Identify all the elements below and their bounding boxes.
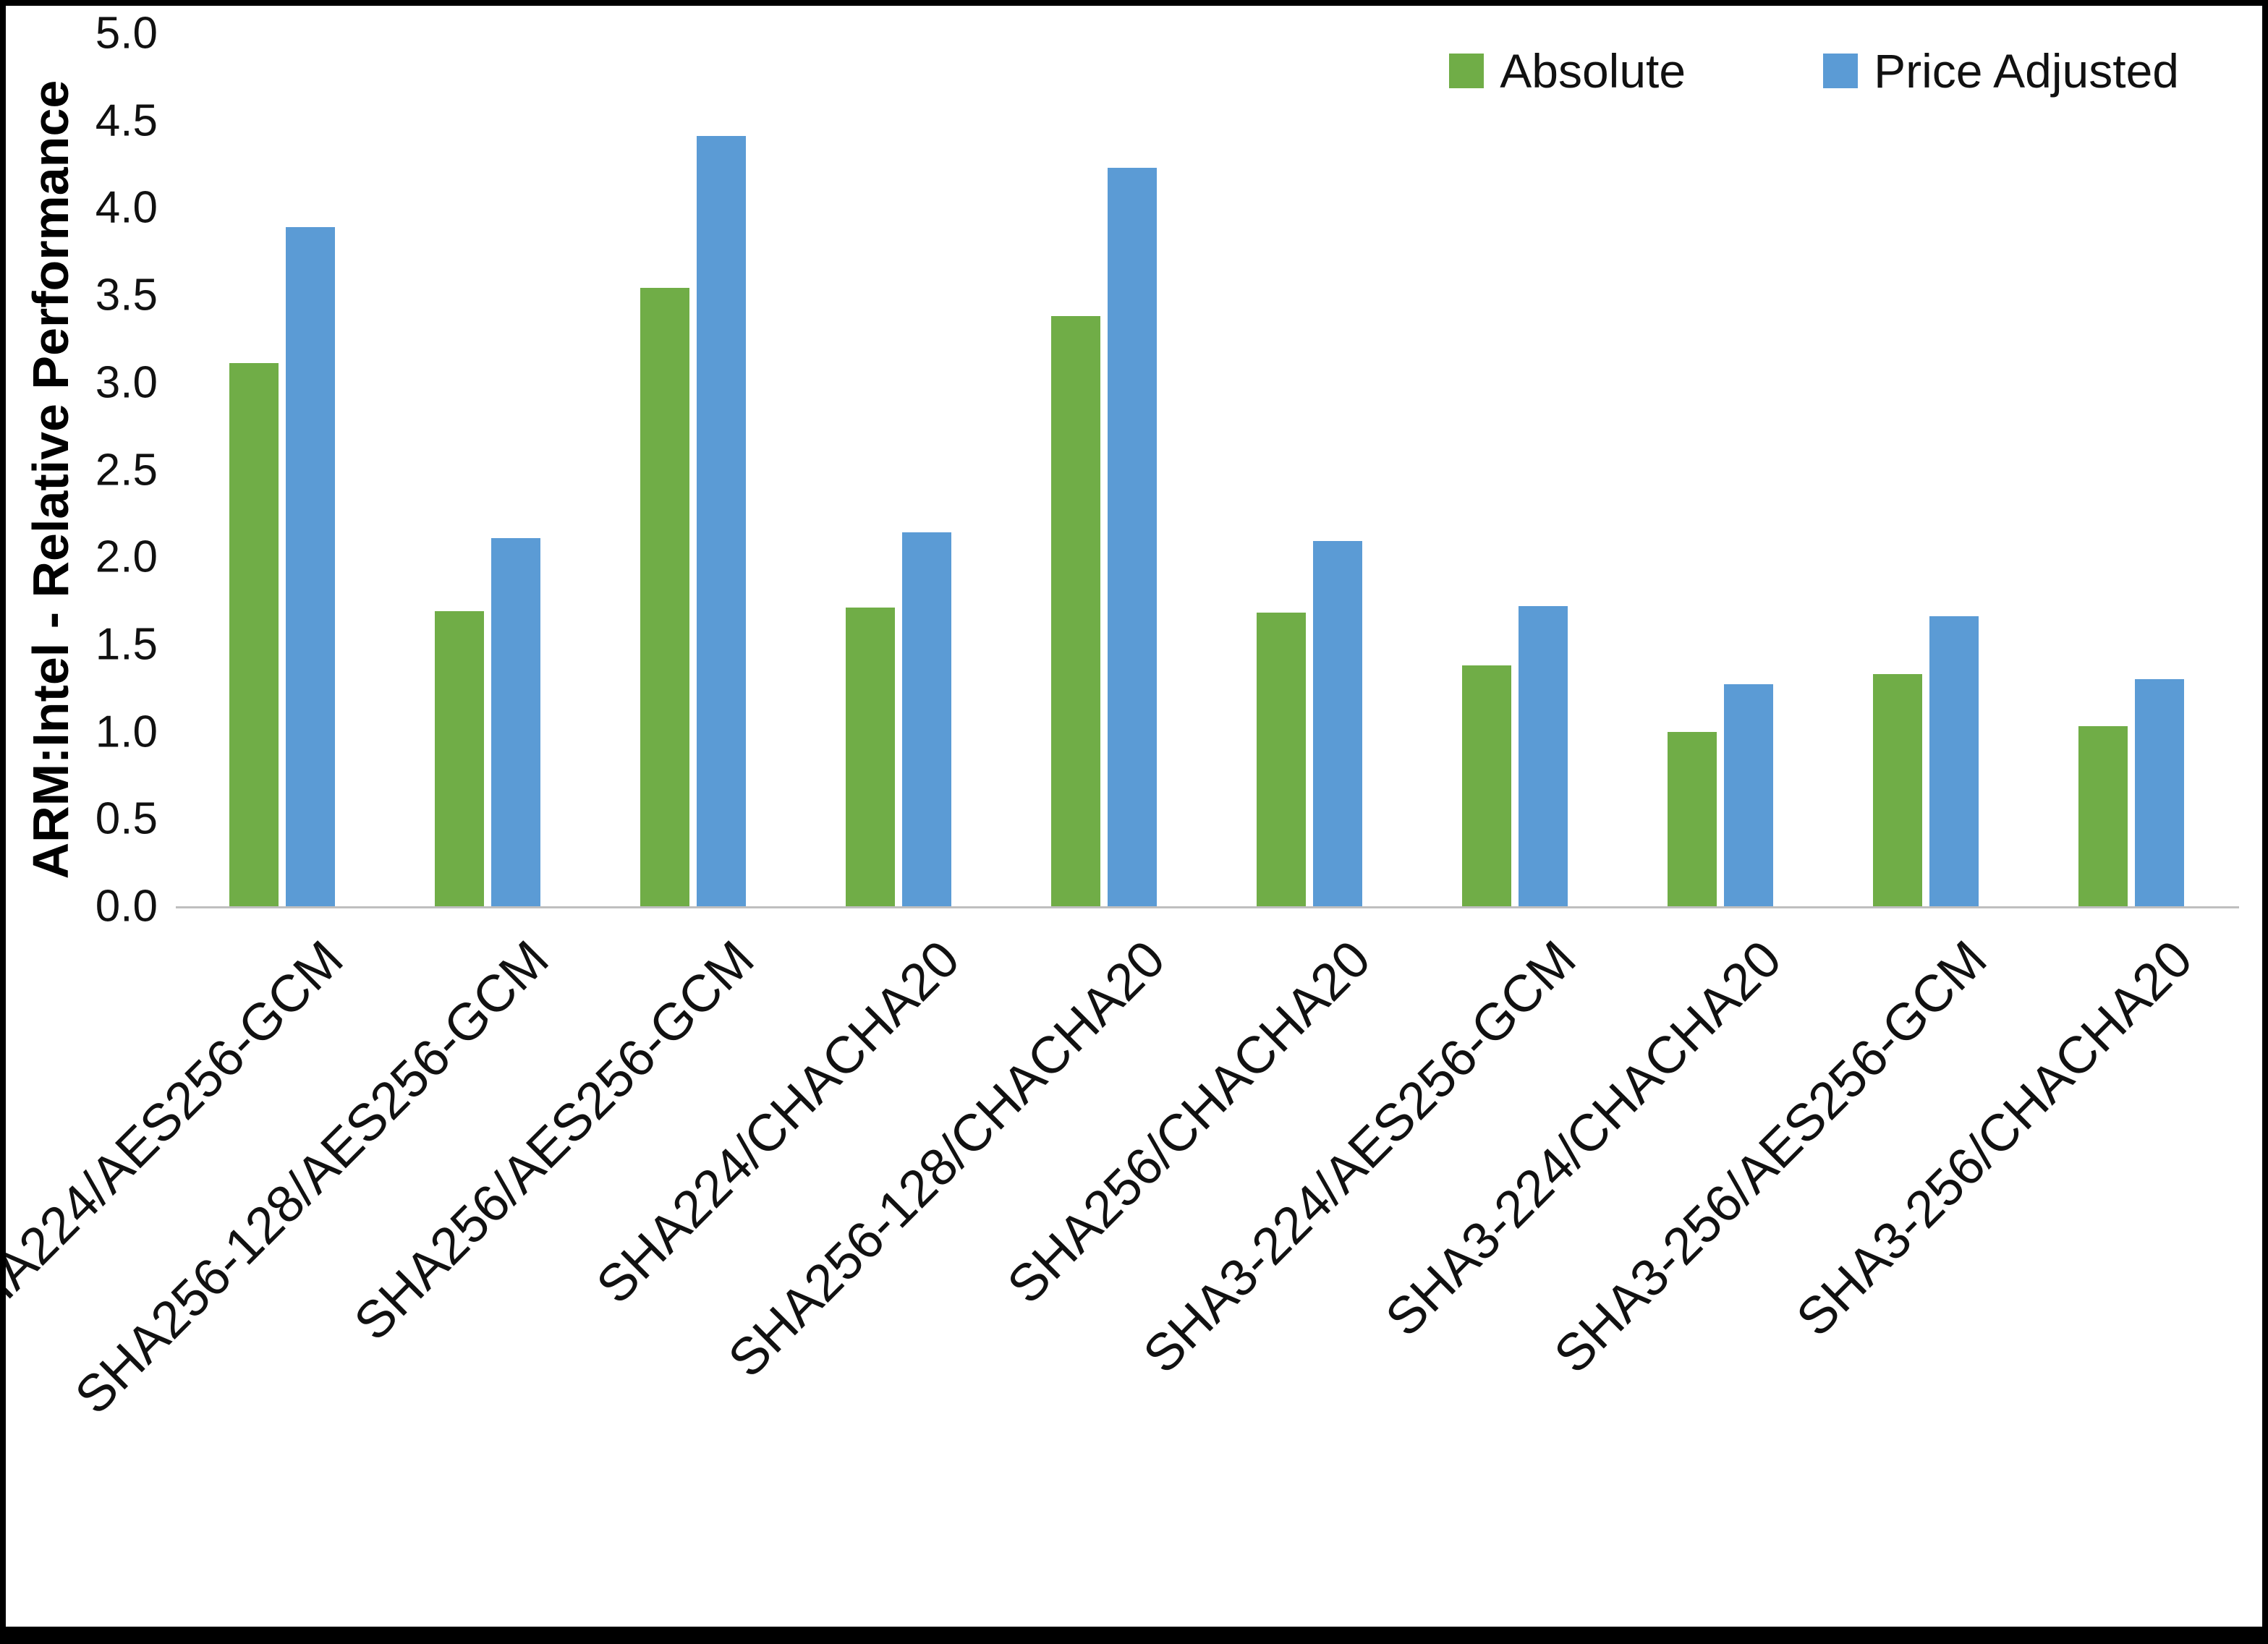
y-tick-label: 2.5 — [95, 445, 158, 495]
bar-absolute — [1668, 731, 1717, 906]
legend-item-absolute: Absolute — [1449, 43, 1686, 98]
bar-absolute — [1873, 673, 1922, 906]
legend-label-price-adjusted: Price Adjusted — [1874, 44, 2179, 98]
bar-price-adjusted — [902, 532, 951, 906]
bar-price-adjusted — [1724, 684, 1773, 906]
y-tick-label: 1.0 — [95, 707, 158, 757]
y-tick-label: 0.5 — [95, 793, 158, 844]
bar-price-adjusted — [1108, 167, 1157, 906]
y-tick-label: 4.0 — [95, 182, 158, 233]
x-category-label: SHA224/CHACHA20 — [585, 929, 971, 1315]
bar-price-adjusted — [2135, 679, 2184, 906]
y-tick-label: 4.5 — [95, 95, 158, 146]
bar-price-adjusted — [1313, 541, 1362, 906]
legend-label-absolute: Absolute — [1500, 44, 1686, 98]
x-category-label: SHA3-256/AES256-GCM — [1543, 929, 1998, 1384]
x-category-label: SHA256/AES256-GCM — [343, 929, 765, 1352]
legend-item-price-adjusted: Price Adjusted — [1823, 43, 2179, 98]
x-category-label: SHA3-224/CHACHA20 — [1375, 929, 1793, 1347]
bar-price-adjusted — [1929, 616, 1979, 906]
bar-absolute — [435, 611, 484, 906]
bar-absolute — [2078, 726, 2128, 906]
bar-absolute — [229, 363, 279, 906]
x-axis-line — [176, 906, 2239, 908]
bar-price-adjusted — [491, 537, 540, 906]
x-category-label: SHA3-224/AES256-GCM — [1132, 929, 1587, 1384]
bar-absolute — [640, 288, 689, 906]
bar-absolute — [1257, 613, 1306, 906]
bar-absolute — [1051, 316, 1100, 906]
bar-price-adjusted — [697, 136, 746, 906]
x-category-label: SHA3-256/CHACHA20 — [1785, 929, 2204, 1347]
x-category-label: SHA256-128/CHACHA20 — [717, 929, 1176, 1389]
bar-absolute — [1462, 665, 1511, 906]
bar-price-adjusted — [286, 226, 335, 906]
bar-price-adjusted — [1519, 605, 1568, 906]
x-category-label: SHA256/CHACHA20 — [996, 929, 1382, 1315]
y-tick-label: 0.0 — [95, 881, 158, 932]
legend-swatch-absolute — [1449, 54, 1485, 88]
legend: Absolute Price Adjusted — [1449, 43, 2179, 98]
y-tick-label: 3.0 — [95, 357, 158, 408]
bar-absolute — [846, 608, 895, 906]
legend-swatch-price-adjusted — [1823, 54, 1859, 88]
y-tick-label: 1.5 — [95, 619, 158, 670]
y-tick-label: 2.0 — [95, 532, 158, 582]
y-tick-label: 5.0 — [95, 8, 158, 59]
y-tick-label: 3.5 — [95, 270, 158, 320]
